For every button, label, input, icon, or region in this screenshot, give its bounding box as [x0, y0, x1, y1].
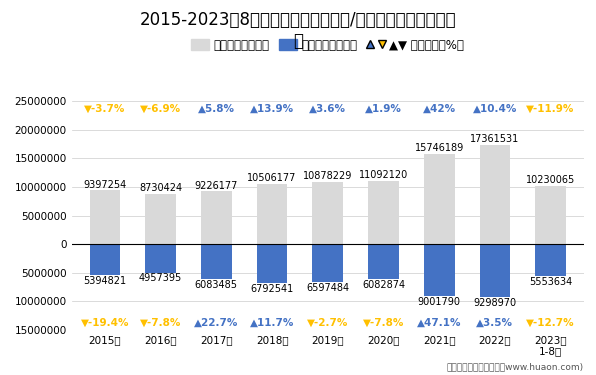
Text: ▼-2.7%: ▼-2.7% [307, 318, 349, 328]
Text: 10506177: 10506177 [247, 173, 297, 183]
Text: 2015-2023年8月福建省（境内目的地/货源地）进、出口额统
计: 2015-2023年8月福建省（境内目的地/货源地）进、出口额统 计 [139, 11, 457, 50]
Text: ▲13.9%: ▲13.9% [250, 104, 294, 114]
Bar [480, 145, 510, 244]
Text: 9226177: 9226177 [195, 181, 238, 190]
Text: ▲10.4%: ▲10.4% [473, 104, 517, 114]
Text: 9298970: 9298970 [473, 298, 517, 308]
Text: ▼-19.4%: ▼-19.4% [80, 318, 129, 328]
Text: ▲42%: ▲42% [423, 104, 456, 114]
Bar [201, 192, 232, 244]
Bar [368, 181, 399, 244]
Text: ▼-6.9%: ▼-6.9% [140, 104, 181, 114]
Text: ▼-12.7%: ▼-12.7% [526, 318, 575, 328]
Text: 8730424: 8730424 [139, 183, 182, 194]
Bar [145, 194, 176, 244]
Text: 5553634: 5553634 [529, 277, 572, 287]
Text: 6083485: 6083485 [195, 280, 238, 290]
Bar [312, 182, 343, 244]
Text: 制图：华经产业研究院（www.huaon.com): 制图：华经产业研究院（www.huaon.com) [447, 362, 584, 371]
Text: 9001790: 9001790 [418, 297, 461, 306]
Text: 6082874: 6082874 [362, 280, 405, 290]
Text: ▲5.8%: ▲5.8% [198, 104, 235, 114]
Text: 10230065: 10230065 [526, 175, 575, 185]
Text: ▲1.9%: ▲1.9% [365, 104, 402, 114]
Bar [424, 244, 455, 296]
Text: 15746189: 15746189 [415, 143, 464, 153]
Text: ▲3.5%: ▲3.5% [476, 318, 513, 328]
Text: ▼-7.8%: ▼-7.8% [363, 318, 404, 328]
Text: 10878229: 10878229 [303, 171, 352, 181]
Bar [535, 244, 566, 276]
Text: ▲22.7%: ▲22.7% [194, 318, 238, 328]
Text: ▼-3.7%: ▼-3.7% [84, 104, 126, 114]
Bar [89, 244, 120, 275]
Text: ▼-7.8%: ▼-7.8% [140, 318, 181, 328]
Bar [535, 186, 566, 244]
Text: ▲11.7%: ▲11.7% [250, 318, 294, 328]
Text: 5394821: 5394821 [83, 276, 126, 286]
Bar [257, 184, 287, 244]
Bar [480, 244, 510, 297]
Text: ▲3.6%: ▲3.6% [309, 104, 346, 114]
Text: ▼-11.9%: ▼-11.9% [526, 104, 575, 114]
Bar [257, 244, 287, 283]
Text: ▲47.1%: ▲47.1% [417, 318, 461, 328]
Bar [201, 244, 232, 279]
Text: 9397254: 9397254 [83, 180, 126, 190]
Text: 11092120: 11092120 [359, 170, 408, 180]
Legend: 出口额（万美元）, 进口额（万美元）, ▲▼ 同比增长（%）: 出口额（万美元）, 进口额（万美元）, ▲▼ 同比增长（%） [187, 34, 469, 56]
Bar [424, 154, 455, 244]
Bar [145, 244, 176, 273]
Text: 17361531: 17361531 [470, 134, 520, 144]
Bar [89, 190, 120, 244]
Text: 6597484: 6597484 [306, 283, 349, 293]
Bar [368, 244, 399, 279]
Text: 6792541: 6792541 [250, 284, 294, 294]
Text: 4957395: 4957395 [139, 273, 182, 284]
Bar [312, 244, 343, 282]
